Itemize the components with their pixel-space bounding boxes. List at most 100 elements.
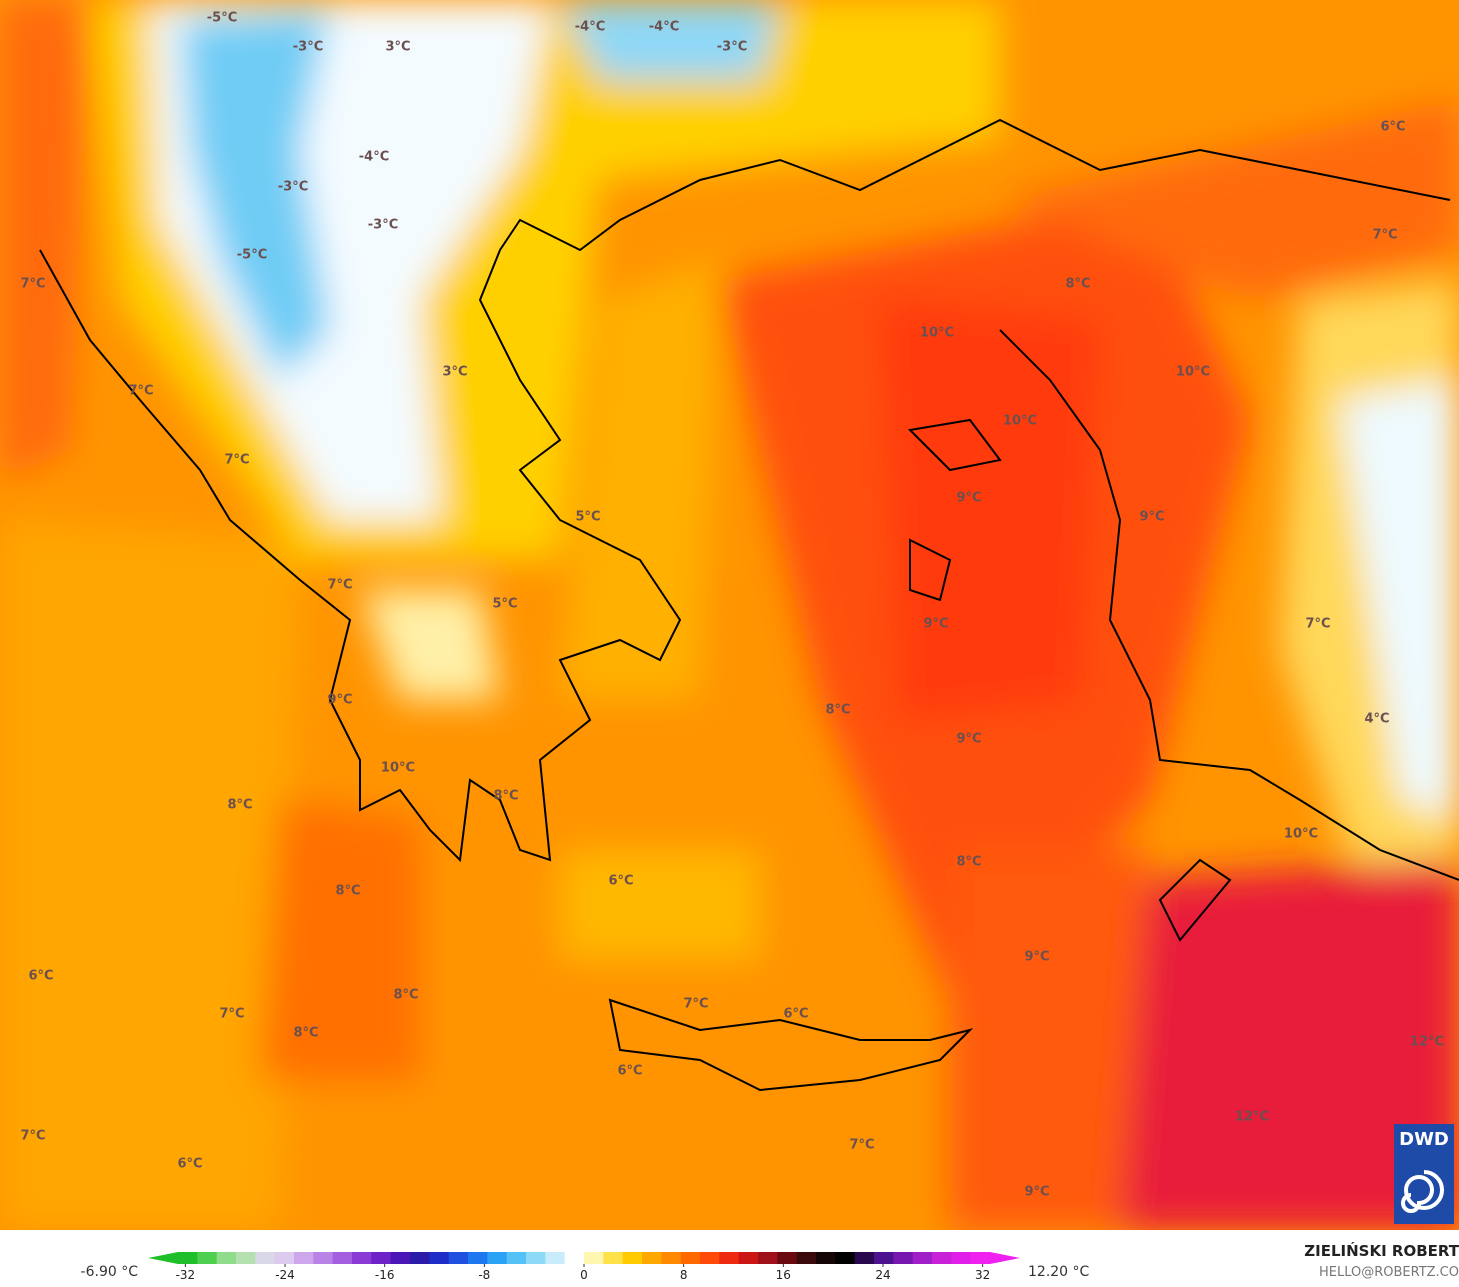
temperature-labels: -5°C -3°C 3°C -4°C -4°C -3°C 6°C -4°C -3°C -3°C 7°… (20, 11, 1444, 1200)
colorbar-bin (970, 1252, 991, 1264)
colorbar-bin (816, 1252, 836, 1264)
temperature-label: 8°C (227, 798, 252, 813)
colorbar-tick-label: -24 (275, 1268, 295, 1282)
temperature-label: 10°C (1003, 414, 1037, 429)
colorbar-bin (255, 1252, 276, 1264)
colorbar-bin (390, 1252, 411, 1264)
colorbar-bin (642, 1252, 662, 1264)
temperature-label: 8°C (335, 884, 360, 899)
temperature-label: 7°C (128, 384, 153, 399)
colorbar-bin (777, 1252, 798, 1264)
dwd-logo: DWD (1394, 1124, 1454, 1224)
temperature-label: 7°C (327, 578, 352, 593)
colorbar-bin (700, 1252, 720, 1264)
temperature-label: 5°C (575, 510, 600, 525)
temperature-label: -4°C (359, 150, 389, 165)
colorbar-bin (758, 1252, 778, 1264)
temperature-label: -5°C (207, 11, 237, 26)
email: HELLO@ROBERTZ.CO (1319, 1265, 1459, 1280)
temperature-label: 9°C (923, 617, 948, 632)
colorbar-bin (487, 1252, 508, 1264)
temperature-label: 10°C (920, 326, 954, 341)
colorbar-bin (584, 1252, 604, 1264)
temperature-label: 12°C (1235, 1110, 1269, 1125)
temperature-label: -3°C (717, 40, 747, 55)
temperature-label: 4°C (1364, 712, 1389, 727)
colorbar-tick-label: 24 (875, 1268, 890, 1282)
logo-text: DWD (1399, 1129, 1449, 1150)
temperature-label: 7°C (849, 1138, 874, 1153)
colorbar-bin (796, 1252, 817, 1264)
colorbar-tick-label: 0 (580, 1268, 588, 1282)
colorbar-bin (874, 1252, 894, 1264)
max-label: 12.20 °C (1028, 1264, 1090, 1280)
colorbar-arrow (148, 1252, 178, 1264)
temperature-label: 8°C (825, 703, 850, 718)
colorbar-bin (661, 1252, 682, 1264)
colorbar-bin (545, 1252, 566, 1264)
colorbar-bin (371, 1252, 392, 1264)
min-label: -6.90 °C (81, 1264, 139, 1280)
temperature-label: 10°C (381, 761, 415, 776)
temperature-label: 12°C (1410, 1035, 1444, 1050)
temperature-label: -3°C (278, 180, 308, 195)
temperature-label: -4°C (575, 20, 605, 35)
temperature-label: 8°C (956, 855, 981, 870)
temperature-label: 6°C (608, 874, 633, 889)
temperature-label: 6°C (28, 969, 53, 984)
coastline (39, 118, 1459, 1092)
temperature-label: 7°C (20, 1129, 45, 1144)
temperature-label: 7°C (224, 453, 249, 468)
colorbar-tick-label: -16 (375, 1268, 395, 1282)
colorbar-bin (448, 1252, 469, 1264)
temperature-label: 3°C (442, 365, 467, 380)
temperature-field (0, 0, 1459, 1230)
colorbar-bin (216, 1252, 237, 1264)
colorbar-bin (429, 1252, 450, 1264)
temperature-label: 7°C (20, 277, 45, 292)
colorbar-tick-label: -8 (478, 1268, 490, 1282)
colorbar-arrow (990, 1252, 1020, 1264)
colorbar-bin (951, 1252, 972, 1264)
colorbar-bin (178, 1252, 198, 1264)
colorbar-bin (835, 1252, 856, 1264)
colorbar-bin (719, 1252, 740, 1264)
colorbar-bin (332, 1252, 353, 1264)
temperature-label: 9°C (1024, 950, 1049, 965)
temperature-label: 5°C (492, 597, 517, 612)
temperature-label: -3°C (293, 40, 323, 55)
temperature-label: 6°C (177, 1157, 202, 1172)
temperature-label: -3°C (368, 218, 398, 233)
colorbar: -32 -24 -16 -8 0 8 16 24 32 (148, 1252, 1020, 1282)
colorbar-tick-label: -32 (176, 1268, 196, 1282)
colorbar-bin (622, 1252, 643, 1264)
colorbar-bin (274, 1252, 295, 1264)
temperature-label: -4°C (649, 20, 679, 35)
colorbar-tick-label: 16 (776, 1268, 791, 1282)
temperature-label: 7°C (1372, 228, 1397, 243)
colorbar-bin (603, 1252, 624, 1264)
colorbar-bin (313, 1252, 334, 1264)
temperature-label: 10°C (1176, 365, 1210, 380)
temperature-label: 3°C (385, 40, 410, 55)
colorbar-bin (294, 1252, 314, 1264)
colorbar-bin (410, 1252, 430, 1264)
temperature-label: 9°C (956, 732, 981, 747)
colorbar-bin (564, 1252, 585, 1264)
colorbar-bin (468, 1252, 488, 1264)
colorbar-bin (912, 1252, 933, 1264)
colorbar-bin (506, 1252, 527, 1264)
temperature-label: 7°C (683, 997, 708, 1012)
temperature-label: 8°C (293, 1026, 318, 1041)
colorbar-bin (680, 1252, 701, 1264)
colorbar-bin (854, 1252, 875, 1264)
colorbar-tick-label: 8 (680, 1268, 688, 1282)
temperature-label: 6°C (1380, 120, 1405, 135)
temperature-label: 8°C (393, 988, 418, 1003)
temperature-label: 6°C (783, 1007, 808, 1022)
author: ZIELIŃSKI ROBERT (1304, 1241, 1459, 1260)
colorbar-bin (893, 1252, 914, 1264)
colorbar-bin (236, 1252, 256, 1264)
temperature-label: 9°C (1024, 1185, 1049, 1200)
